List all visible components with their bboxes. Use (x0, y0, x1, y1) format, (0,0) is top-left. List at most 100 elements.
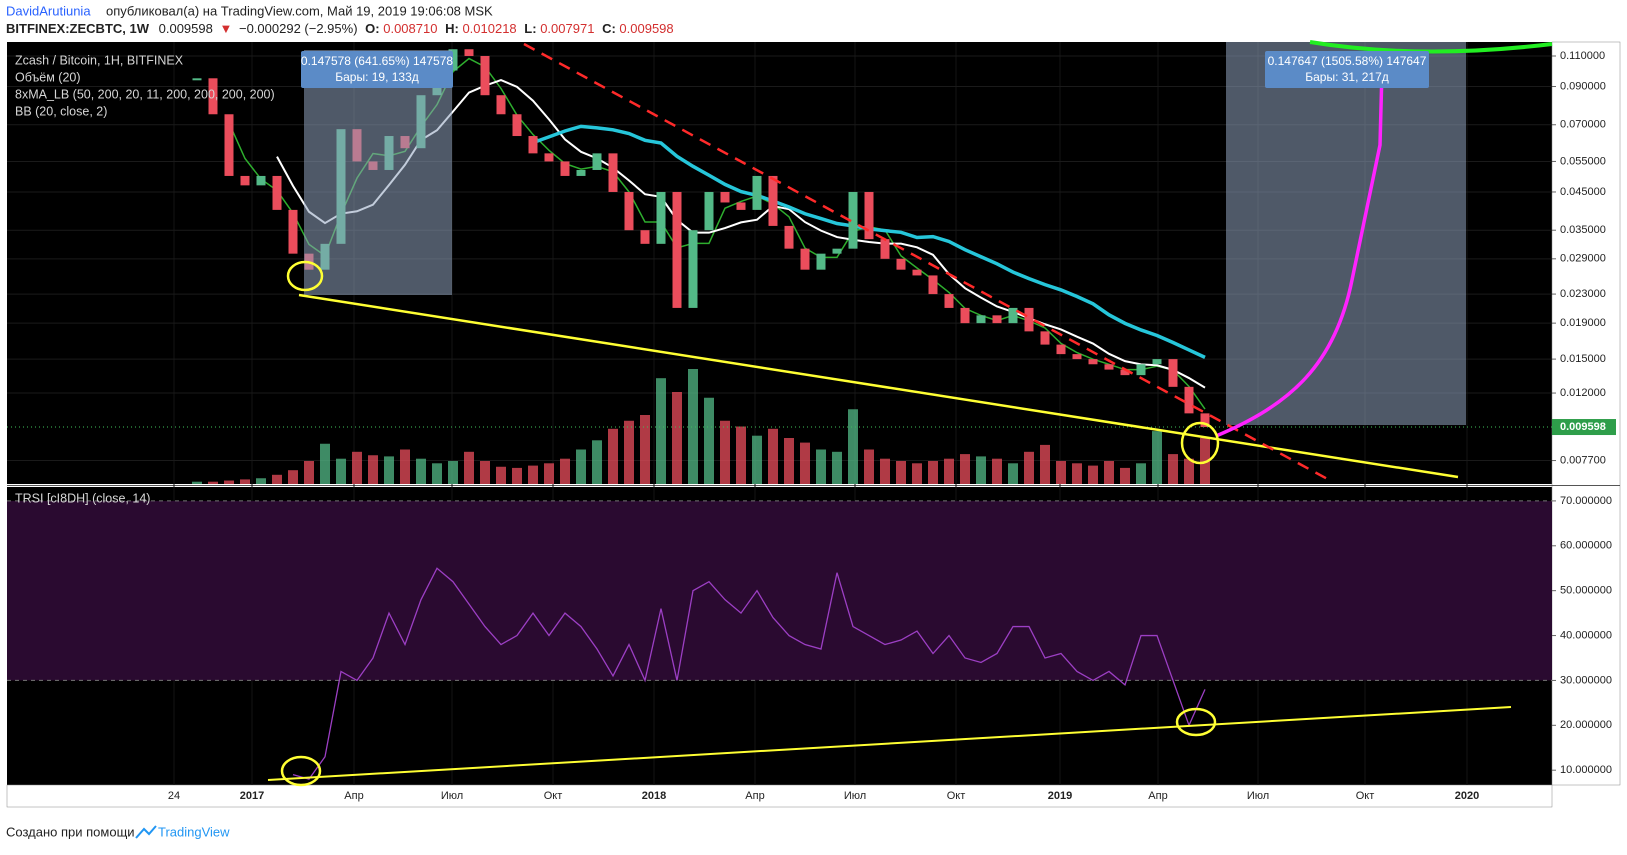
candle-body (720, 191, 730, 203)
highlight-circle (280, 755, 322, 787)
last: 0.009598 (159, 21, 213, 36)
volume-bar (720, 420, 730, 484)
candle-body (1056, 344, 1066, 355)
y-tick-label: 0.007700 (1560, 454, 1606, 466)
last-price-label: 0.009598 (1560, 421, 1606, 433)
volume-bar (1136, 463, 1146, 484)
price-axis (1551, 41, 1621, 786)
volume-bar (816, 449, 826, 484)
candle-body (192, 78, 202, 81)
measure-box (304, 50, 452, 295)
candle-body (656, 191, 666, 244)
footer-brand: TradingView (158, 824, 230, 839)
candle-body (1184, 386, 1194, 414)
volume-bar (256, 478, 266, 484)
logo (135, 825, 157, 839)
footer-text: Создано при помощи (6, 824, 135, 839)
y-tick-label: 30.000000 (1560, 674, 1612, 686)
measure-box (1226, 42, 1466, 425)
candle-body (960, 307, 970, 324)
highlight-circle (286, 260, 324, 292)
volume-bar (912, 463, 922, 484)
candle-body (1104, 364, 1114, 370)
y-tick-label: 0.029000 (1560, 253, 1606, 265)
candle-body (912, 269, 922, 276)
x-tick-label: 2017 (240, 790, 264, 802)
x-tick-label: Июл (1247, 790, 1269, 802)
volume-bar (672, 392, 682, 484)
candle-body (512, 114, 522, 137)
x-tick-label: Окт (544, 790, 563, 802)
volume-bar (992, 458, 1002, 484)
x-tick-label: 2020 (1455, 790, 1479, 802)
last-price-box (1552, 419, 1616, 436)
y-tick-label: 0.055000 (1560, 155, 1606, 167)
measure-label (301, 51, 453, 88)
volume-bar (336, 458, 346, 484)
volume-bar (560, 458, 570, 484)
candle-body (864, 191, 874, 240)
trendline (298, 293, 1459, 479)
y-tick-label: 10.000000 (1560, 764, 1612, 776)
candle-body (736, 202, 746, 210)
volume-bar (432, 463, 442, 484)
measure-text: Бары: 31, 217д (1305, 70, 1389, 84)
candle-body (704, 191, 714, 231)
candle-body (1072, 354, 1082, 360)
volume-bar (272, 474, 282, 484)
volume-bar (464, 451, 474, 484)
volume-bar (1024, 451, 1034, 484)
candle-body (1088, 359, 1098, 365)
time-axis (6, 784, 1553, 808)
candle-body (992, 315, 1002, 324)
y-tick-label: 70.000000 (1560, 495, 1612, 507)
y-tick-label: 50.000000 (1560, 585, 1612, 597)
volume-bar (320, 443, 330, 484)
volume-bar (688, 369, 698, 484)
y-tick-label: 0.070000 (1560, 119, 1606, 131)
y-tick-label: 20.000000 (1560, 719, 1612, 731)
arrow: ▼ (219, 21, 232, 36)
candle-body (576, 169, 586, 176)
candle-body (480, 55, 490, 96)
volume-bar (512, 467, 522, 484)
volume-bar (496, 466, 506, 484)
volume-bar (416, 458, 426, 484)
c: 0.009598 (619, 21, 673, 36)
x-tick-label: 2019 (1048, 790, 1072, 802)
x-tick-label: Окт (947, 790, 966, 802)
volume-bar (736, 426, 746, 484)
candle-body (544, 153, 554, 162)
measure-text: Бары: 19, 133д (335, 70, 419, 84)
volume-bar (960, 454, 970, 484)
volume-bar (608, 428, 618, 484)
candle-body (848, 191, 858, 249)
c-label: C: (602, 21, 616, 36)
volume-bar (592, 440, 602, 484)
candle-body (1152, 359, 1162, 365)
candle-body (1136, 364, 1146, 376)
volume-bar (928, 461, 938, 484)
volume-bar (752, 435, 762, 484)
volume-bar (1040, 444, 1050, 484)
candle-body (1200, 413, 1210, 428)
candle-body (752, 175, 762, 210)
highlight-circle (1180, 421, 1220, 465)
volume-bar (384, 456, 394, 484)
candle-body (816, 253, 826, 270)
trsi-line (292, 567, 1206, 780)
volume-bar (1008, 463, 1018, 484)
volume-bar (832, 451, 842, 484)
volume-bar (1056, 461, 1066, 484)
drawings: 0.147578 (641.65%) 147578 Бары: 19, 133д… (267, 40, 1553, 787)
y-tick-label: 60.000000 (1560, 540, 1612, 552)
y-tick-label: 0.110000 (1560, 50, 1605, 62)
volume-bar (944, 458, 954, 484)
candle-body (464, 49, 474, 56)
volume-bar (576, 449, 586, 484)
volume-bar (640, 415, 650, 484)
candle-body (528, 136, 538, 154)
candle-body (288, 209, 298, 254)
measure-text: 0.147578 (641.65%) 147578 (301, 54, 453, 68)
